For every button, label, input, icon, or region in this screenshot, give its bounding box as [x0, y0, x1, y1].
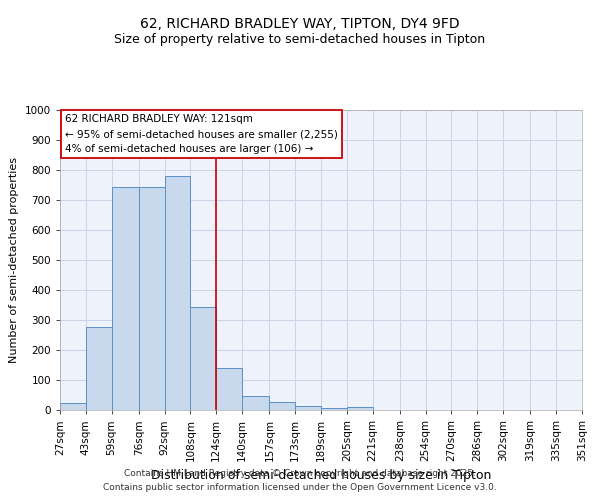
- Bar: [347, 407, 373, 410]
- X-axis label: Distribution of semi-detached houses by size in Tipton: Distribution of semi-detached houses by …: [151, 470, 491, 482]
- Bar: [295, 406, 321, 410]
- Bar: [112, 186, 139, 410]
- Bar: [60, 404, 86, 410]
- Bar: [139, 186, 165, 410]
- Text: Size of property relative to semi-detached houses in Tipton: Size of property relative to semi-detach…: [115, 32, 485, 46]
- Bar: [321, 408, 347, 410]
- Bar: [165, 176, 190, 410]
- Bar: [216, 368, 242, 410]
- Text: 62, RICHARD BRADLEY WAY, TIPTON, DY4 9FD: 62, RICHARD BRADLEY WAY, TIPTON, DY4 9FD: [140, 18, 460, 32]
- Y-axis label: Number of semi-detached properties: Number of semi-detached properties: [9, 157, 19, 363]
- Text: Contains HM Land Registry data © Crown copyright and database right 2025.: Contains HM Land Registry data © Crown c…: [124, 468, 476, 477]
- Bar: [242, 396, 269, 410]
- Bar: [86, 326, 112, 410]
- Text: Contains public sector information licensed under the Open Government Licence v3: Contains public sector information licen…: [103, 484, 497, 492]
- Bar: [190, 306, 216, 410]
- Text: 62 RICHARD BRADLEY WAY: 121sqm
← 95% of semi-detached houses are smaller (2,255): 62 RICHARD BRADLEY WAY: 121sqm ← 95% of …: [65, 114, 338, 154]
- Bar: [269, 402, 295, 410]
